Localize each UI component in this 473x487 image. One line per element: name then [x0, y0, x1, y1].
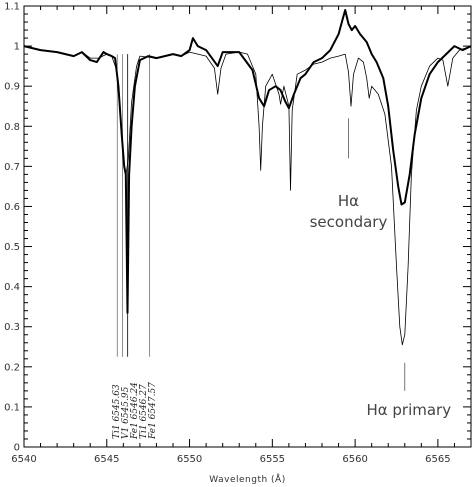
- line-id-label: V1 6545.95: [121, 386, 131, 439]
- y-tick-label: 0.2: [4, 362, 20, 373]
- x-tick-label: 6565: [425, 454, 450, 465]
- x-axis-label: Wavelength (Å): [209, 473, 285, 485]
- y-tick-label: 0.6: [4, 202, 20, 213]
- h-alpha-primary-label: Hα primary: [366, 401, 451, 419]
- annotations: Hα secondary Hα primary: [310, 118, 451, 419]
- axis-ticks: [23, 5, 472, 448]
- y-tick-label: 0.8: [4, 122, 20, 133]
- y-tick-label: 0.9: [4, 82, 20, 93]
- y-tick-label: 1: [14, 42, 20, 53]
- x-tick-label: 6545: [94, 454, 119, 465]
- line-id-label: Ti1 6545.63: [112, 384, 122, 439]
- tick-labels: 6540 6545 6550 6555 6560 6565 0 0.1 0.2 0.3 0.4 0.5…: [4, 2, 451, 466]
- x-tick-label: 6555: [260, 454, 285, 465]
- x-tick-label: 6550: [177, 454, 202, 465]
- y-tick-label: 0.1: [4, 402, 20, 413]
- spectrum-thick-line: [23, 9, 472, 314]
- secondary-label: secondary: [310, 213, 388, 231]
- y-tick-label: 0.5: [4, 242, 20, 253]
- spectrum-series: [23, 9, 472, 346]
- x-tick-label: 6540: [11, 454, 36, 465]
- h-alpha-secondary-label: Hα: [338, 192, 359, 210]
- x-tick-label: 6560: [342, 454, 367, 465]
- line-id-label: Ti1 6546.27: [139, 384, 149, 439]
- y-tick-label: 0.7: [4, 162, 20, 173]
- line-id-markers: Ti1 6545.63 V1 6545.95 Fe1 6546.24 Ti1 6546…: [112, 54, 158, 440]
- y-tick-label: 0.4: [4, 282, 20, 293]
- y-tick-label: 0: [14, 443, 20, 454]
- line-id-label: Fe1 6546.24: [130, 382, 140, 440]
- y-tick-label: 1.1: [4, 2, 20, 13]
- y-tick-label: 0.3: [4, 322, 20, 333]
- plot-frame: [23, 5, 472, 448]
- spectrum-thin-line: [23, 45, 472, 346]
- line-id-label: Fe1 6547.57: [148, 382, 158, 440]
